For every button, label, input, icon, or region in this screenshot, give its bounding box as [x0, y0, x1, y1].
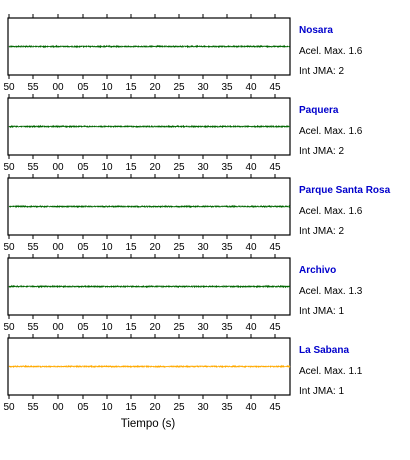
x-tick-label: 15: [125, 162, 137, 173]
station-name: Archivo: [299, 265, 336, 276]
x-tick-label: 40: [245, 242, 257, 253]
station-name: La Sabana: [299, 345, 349, 356]
x-tick-label: 45: [269, 322, 281, 333]
x-tick-label: 15: [125, 402, 137, 413]
x-tick-label: 40: [245, 402, 257, 413]
x-tick-label: 45: [269, 82, 281, 93]
x-tick-label: 35: [221, 162, 233, 173]
x-tick-label: 00: [52, 242, 64, 253]
panel-4: 50 55 00 05 10 15 20 25 30 35 40 45 Archivo Acel. Max…: [3, 254, 363, 333]
int-jma-text: Int JMA: 2: [299, 146, 344, 157]
acel-max-text: Acel. Max. 1.1: [299, 366, 363, 377]
waveform-2: [8, 124, 291, 129]
x-tick-label: 05: [77, 322, 89, 333]
acel-max-text: Acel. Max. 1.6: [299, 126, 363, 137]
int-jma-text: Int JMA: 1: [299, 386, 344, 397]
x-tick-label: 45: [269, 242, 281, 253]
x-tick-label: 10: [101, 82, 113, 93]
x-tick-label: 30: [197, 242, 209, 253]
x-tick-label: 45: [269, 402, 281, 413]
x-tick-label: 55: [27, 82, 39, 93]
x-tick-label: 05: [77, 162, 89, 173]
acel-max-text: Acel. Max. 1.6: [299, 206, 363, 217]
waveform-4: [8, 284, 291, 289]
x-tick-label: 00: [52, 162, 64, 173]
x-tick-label: 30: [197, 322, 209, 333]
x-tick-label: 55: [27, 322, 39, 333]
x-tick-label: 40: [245, 322, 257, 333]
int-jma-text: Int JMA: 2: [299, 226, 344, 237]
x-tick-label: 00: [52, 402, 64, 413]
x-tick-label: 20: [149, 82, 161, 93]
x-tick-label: 20: [149, 322, 161, 333]
x-tick-label: 35: [221, 242, 233, 253]
x-tick-label: 25: [173, 242, 185, 253]
x-tick-label: 00: [52, 322, 64, 333]
x-tick-label: 50: [3, 82, 15, 93]
x-tick-label: 30: [197, 162, 209, 173]
x-tick-label: 00: [52, 82, 64, 93]
x-tick-label: 10: [101, 242, 113, 253]
x-tick-label: 50: [3, 242, 15, 253]
x-tick-label: 05: [77, 82, 89, 93]
x-tick-label: 55: [27, 242, 39, 253]
x-tick-label: 10: [101, 162, 113, 173]
x-tick-label: 50: [3, 322, 15, 333]
x-tick-label: 20: [149, 162, 161, 173]
x-tick-label: 50: [3, 162, 15, 173]
x-tick-label: 35: [221, 402, 233, 413]
x-tick-label: 55: [27, 162, 39, 173]
x-tick-label: 40: [245, 82, 257, 93]
station-name: Nosara: [299, 25, 333, 36]
x-tick-label: 35: [221, 82, 233, 93]
x-tick-label: 15: [125, 322, 137, 333]
waveform-3: [8, 204, 291, 209]
int-jma-text: Int JMA: 1: [299, 306, 344, 317]
waveform-5: [8, 364, 291, 369]
panel-2: 50 55 00 05 10 15 20 25 30 35 40 45 Paquera Acel. Max…: [3, 94, 363, 173]
acel-max-text: Acel. Max. 1.3: [299, 286, 363, 297]
x-axis-label: Tiempo (s): [121, 418, 176, 430]
x-tick-label: 10: [101, 322, 113, 333]
x-tick-label: 05: [77, 242, 89, 253]
x-tick-label: 40: [245, 162, 257, 173]
panel-1: 50 55 00 05 10 15 20 25 30 35 40 45 Nosara Acel. Max.…: [3, 14, 363, 93]
x-tick-label: 20: [149, 402, 161, 413]
x-tick-label: 35: [221, 322, 233, 333]
x-tick-label: 15: [125, 242, 137, 253]
panels-group: 50 55 00 05 10 15 20 25 30 35 40 45 Nosara Acel. Max.…: [3, 14, 391, 413]
x-tick-label: 25: [173, 82, 185, 93]
x-tick-label: 25: [173, 402, 185, 413]
acel-max-text: Acel. Max. 1.6: [299, 46, 363, 57]
station-name: Parque Santa Rosa: [299, 185, 391, 196]
x-tick-label: 05: [77, 402, 89, 413]
x-tick-label: 30: [197, 82, 209, 93]
panel-3: 50 55 00 05 10 15 20 25 30 35 40 45 Parque Santa Ros…: [3, 174, 391, 253]
x-tick-label: 20: [149, 242, 161, 253]
station-name: Paquera: [299, 105, 339, 116]
int-jma-text: Int JMA: 2: [299, 66, 344, 77]
x-tick-label: 30: [197, 402, 209, 413]
x-tick-label: 25: [173, 162, 185, 173]
x-tick-label: 25: [173, 322, 185, 333]
x-tick-label: 10: [101, 402, 113, 413]
x-tick-label: 15: [125, 82, 137, 93]
x-tick-label: 55: [27, 402, 39, 413]
waveform-1: [8, 44, 291, 49]
x-tick-label: 50: [3, 402, 15, 413]
x-tick-label: 45: [269, 162, 281, 173]
panel-5: 50 55 00 05 10 15 20 25 30 35 40 45 La Sabana Acel. M…: [3, 334, 363, 413]
